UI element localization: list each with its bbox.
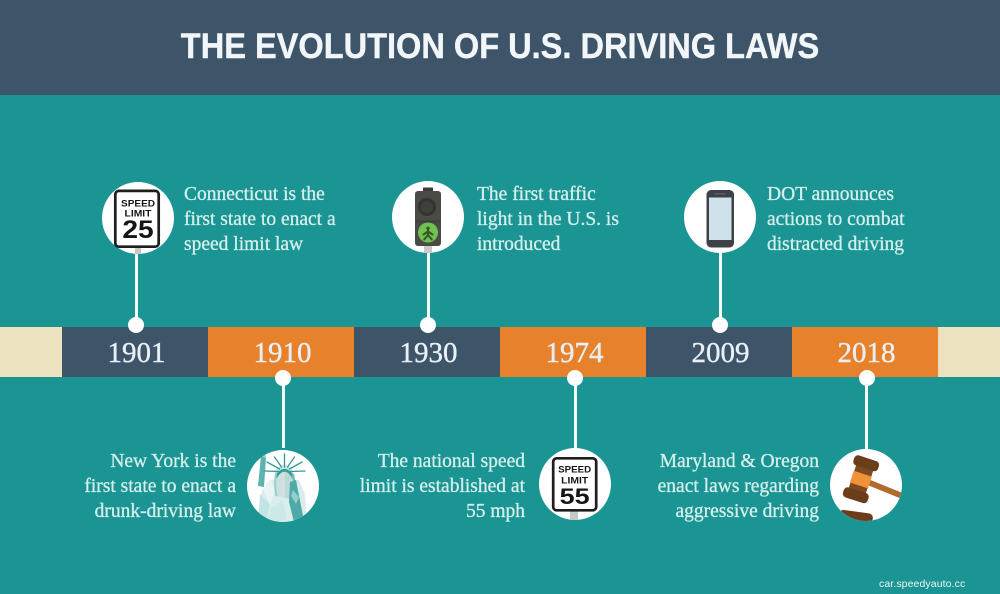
svg-text:SPEED: SPEED: [121, 198, 155, 209]
svg-text:25: 25: [122, 217, 154, 244]
svg-text:SPEED: SPEED: [558, 465, 591, 476]
svg-text:LIMIT: LIMIT: [125, 209, 152, 220]
svg-text:LIMIT: LIMIT: [561, 476, 588, 487]
svg-text:55: 55: [560, 484, 590, 509]
